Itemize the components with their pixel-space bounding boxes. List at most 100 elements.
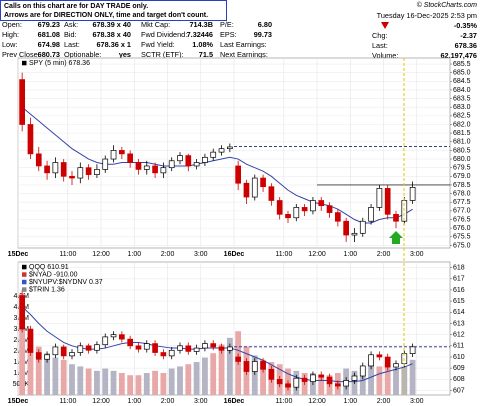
candle-body [135,345,142,350]
volume-bar [260,359,266,395]
volume-bar [409,359,416,395]
candle-body [251,361,258,372]
candle-body [376,188,383,208]
direction-arrow [389,231,403,244]
y-tick-label: 685.0 [453,70,471,77]
candle-body [35,352,42,360]
candle-body [160,167,167,174]
x-tick-label: 11:00 [275,251,292,258]
candle-body [60,162,67,177]
candle-body [393,213,399,222]
volume-bar [359,368,366,395]
x-tick-label: 1:00 [127,398,141,405]
candle-body [185,345,192,352]
volume-bar [110,370,117,395]
quote-label: Fwd Yield: [141,40,175,49]
candle-body [210,343,217,348]
notice-box [0,0,227,21]
candle-body [218,148,225,153]
candle-body [318,200,325,207]
status-label: Volume: [372,51,398,60]
candle-body [94,344,100,351]
legend-entry: $NYUPV:$NYDNV 0.37 [29,279,103,286]
candle-body [202,156,208,163]
candle-body [243,361,250,372]
y-tick-label: 681.5 [453,130,471,137]
logo: © StockCharts.com [417,1,478,9]
y-tick-label: 683.5 [453,95,471,102]
volume-bar [152,370,158,395]
y-tick-label: 682.0 [453,121,471,128]
candle-body [177,345,183,351]
volume-bar [210,353,217,395]
candle-body [52,346,59,356]
candle-body [409,346,416,354]
quote-label: Bid: [64,30,77,39]
x-tick-label: 3:00 [194,398,208,405]
candle-body [351,232,358,236]
candle-body [60,346,67,357]
candle-body [143,165,150,170]
quote-label: Prev Close: [2,50,40,59]
quote-value: 6.80 [258,20,272,29]
y-tick-label: 684.5 [453,78,471,85]
y-tick-label: 678.0 [453,190,471,197]
candle-body [351,375,358,381]
candle-body [102,158,109,170]
y-tick-label: 616 [453,287,465,294]
x-tick-label: 12:00 [92,251,110,258]
x-tick-label: 16Dec [224,251,245,258]
candle-body [301,377,308,382]
volume-bar [218,344,225,395]
moving-average [21,106,413,224]
candle-body [168,349,175,357]
x-tick-label: 2:00 [377,251,391,258]
x-tick-label: 12:00 [308,398,326,405]
candle-body [343,220,349,236]
candle-body [393,363,399,368]
volume-bar [27,333,34,395]
candle-body [235,356,241,362]
candle-body [85,167,92,175]
candle-body [301,207,308,212]
volume-bar [69,364,75,395]
candle-body [359,365,366,377]
volume-bar [52,357,59,395]
volume-bar [102,368,109,395]
candle-body [193,347,200,352]
volume-bar [168,368,175,395]
down-arrow [381,22,389,29]
y-tick-label: 612 [453,331,465,338]
volume-bar [226,337,233,395]
candle-body [227,346,233,351]
datetime: Tuesday 16-Dec-2025 2:53 pm [377,11,477,20]
candle-body [335,383,341,387]
volume-bar [393,368,399,395]
quote-label: Last Earnings: [220,40,267,49]
candle-body [19,79,25,125]
x-tick-label: 1:00 [343,398,357,405]
quote-label: Fwd Dividend: [141,30,187,39]
quote-label: Next Earnings: [220,50,268,59]
x-tick-label: 1:00 [343,251,357,258]
candle-body [110,334,117,338]
x-tick-label: 11:00 [59,251,76,258]
y-tick-label: 677.0 [453,208,471,215]
legend-swatch [22,264,27,270]
volume-bar [85,368,92,395]
y-tick-label: 676.0 [453,225,471,232]
candle-body [310,200,316,212]
candle-body [35,153,42,167]
quote-value: 674.98 [38,40,60,49]
y-tick-label: 614 [453,309,465,316]
candle-body [127,153,133,163]
candle-body [119,150,125,155]
quote-value: 714.3B [189,20,213,29]
legend-swatch [22,279,27,285]
volume-bar [251,355,258,395]
y-tick-label: 609 [453,365,465,372]
candle-body [202,343,208,349]
y-tick-label: 678.5 [453,182,471,189]
y-tick-label: 684.0 [453,87,471,94]
y-tick-label: 613 [453,320,465,327]
